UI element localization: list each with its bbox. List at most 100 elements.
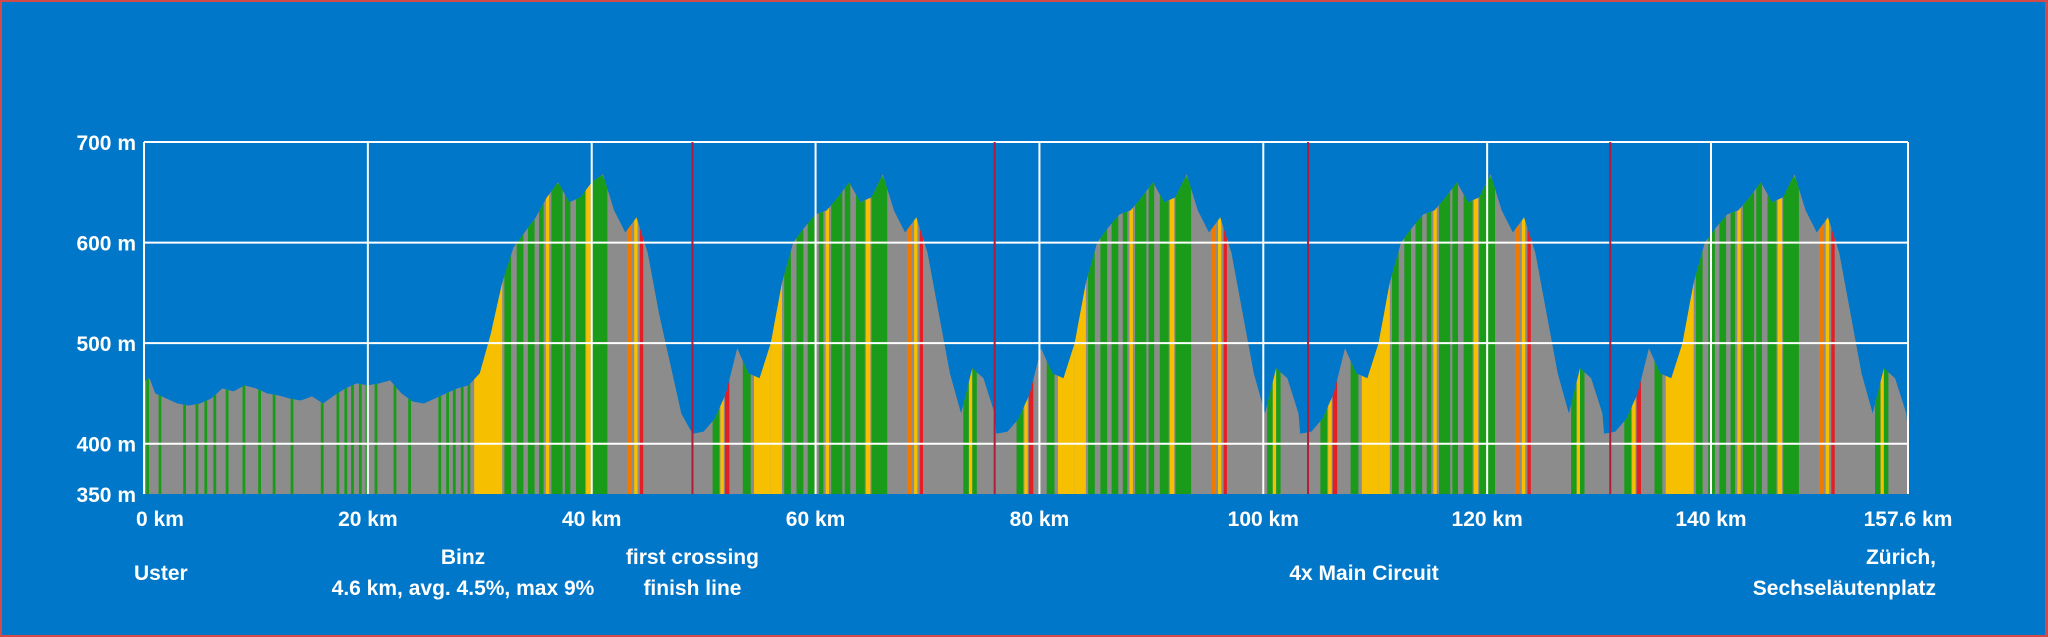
y-tick-label-500: 500 m <box>76 333 136 356</box>
lead-in-green-tick-11 <box>320 402 324 494</box>
y-tick-label-700: 700 m <box>76 132 136 155</box>
x-tick-label-0km: 0 km <box>136 508 184 531</box>
gradient-band-4-10 <box>1777 197 1783 495</box>
gradient-band-2-5 <box>1122 211 1128 494</box>
lead-in-green-tick-7 <box>242 385 246 494</box>
annotation-4-line-0: Zürich, <box>1866 546 1936 569</box>
gradient-band-2-11 <box>1175 175 1192 494</box>
lead-in-green-tick-19 <box>408 398 411 494</box>
gradient-band-2-13 <box>1218 217 1222 494</box>
lap-bump-red-0 <box>724 379 730 494</box>
gradient-band-1-6 <box>825 207 829 495</box>
lap-bump2-green-2 <box>1350 360 1359 494</box>
x-tick-label-60km: 60 km <box>786 508 846 531</box>
lap-tail-green-1 <box>1267 381 1273 494</box>
gradient-band-4-14 <box>1831 228 1835 494</box>
lead-in-green-tick-20 <box>438 395 442 494</box>
gradient-band-3-0 <box>1361 343 1379 494</box>
annotation-2-line-1: finish line <box>643 577 741 600</box>
gradient-band-4-1 <box>1682 282 1694 494</box>
lap-bump-red-2 <box>1332 379 1338 494</box>
gradient-band-1-13 <box>914 217 918 494</box>
gradient-band-2-0 <box>1057 343 1075 494</box>
gradient-band-2-8 <box>1148 182 1155 494</box>
gradient-band-2-14 <box>1223 228 1227 494</box>
lead-in-green-tick-6 <box>225 389 229 494</box>
gradient-band-2-2 <box>1088 250 1095 494</box>
gradient-band-4-13 <box>1825 217 1830 494</box>
gradient-band-3-13 <box>1521 217 1526 494</box>
x-tick-label-40km: 40 km <box>562 508 622 531</box>
gradient-band-3-8 <box>1452 182 1458 494</box>
annotation-1-line-0: Binz <box>441 546 485 569</box>
lap-tail-green2-3 <box>1883 368 1889 494</box>
x-tick-label-1576km: 157.6 km <box>1864 508 1953 531</box>
lap-bump2-green-0 <box>742 360 751 494</box>
lead-in-green-tick-0 <box>146 378 149 494</box>
annotation-1-line-1: 4.6 km, avg. 4.5%, max 9% <box>332 577 595 600</box>
gradient-band-3-10 <box>1473 197 1479 495</box>
lap-tail-green2-1 <box>1276 368 1281 494</box>
gradient-band-0-6 <box>545 194 550 495</box>
gradient-band-0-5 <box>539 203 544 495</box>
gradient-band-0-7 <box>551 183 563 494</box>
gradient-band-3-1 <box>1378 282 1390 494</box>
gradient-band-4-4 <box>1719 215 1727 494</box>
gradient-band-2-4 <box>1111 215 1119 494</box>
lap-bump-yellow-3 <box>1632 398 1636 494</box>
lap-tail-yellow-2 <box>1576 368 1580 494</box>
gradient-band-4-0 <box>1665 343 1683 494</box>
gradient-band-1-1 <box>770 282 782 494</box>
x-axis-tick-labels: 0 km 20 km 40 km 60 km 80 km 100 km 120 km 140 … <box>136 508 1952 531</box>
gradient-band-0-2 <box>504 254 512 494</box>
finish-line-markers <box>691 142 1612 494</box>
lap-tail-green-3 <box>1875 381 1881 494</box>
lead-in-green-tick-4 <box>204 400 208 494</box>
gradient-band-1-14 <box>919 228 923 494</box>
gradient-band-0-14 <box>639 228 644 494</box>
x-tick-label-20km: 20 km <box>338 508 398 531</box>
gradient-band-4-12 <box>1819 223 1824 494</box>
lead-in-green-tick-8 <box>258 389 261 494</box>
gradient-band-2-1 <box>1074 282 1086 494</box>
y-tick-label-600: 600 m <box>76 233 136 256</box>
lap-tail-green-0 <box>963 381 969 494</box>
y-tick-label-400: 400 m <box>76 434 136 457</box>
gradient-band-3-3 <box>1404 229 1411 494</box>
gradient-band-2-10 <box>1169 197 1175 495</box>
gradient-band-0-8 <box>564 194 571 495</box>
gradient-band-4-5 <box>1730 211 1736 494</box>
gradient-band-0-4 <box>527 218 535 494</box>
gradient-band-1-10 <box>865 197 871 495</box>
gradient-band-2-9 <box>1159 194 1169 495</box>
gradient-band-1-11 <box>871 175 888 494</box>
lap-tail-green2-0 <box>972 368 977 494</box>
gradient-band-0-10 <box>586 183 591 494</box>
annotation-0-line-0: Uster <box>134 562 188 585</box>
lap-tail-green2-2 <box>1580 368 1585 494</box>
lap-tail-yellow-0 <box>968 368 973 494</box>
gradient-band-3-5 <box>1426 211 1432 494</box>
gradient-band-4-9 <box>1767 194 1777 495</box>
gradient-band-4-2 <box>1695 250 1703 494</box>
lead-in-green-tick-14 <box>351 384 354 494</box>
gradient-band-2-12 <box>1211 223 1216 494</box>
lap-bump-red-3 <box>1636 379 1641 494</box>
gradient-band-3-9 <box>1463 194 1473 495</box>
gradient-band-0-0 <box>474 333 491 494</box>
lead-in-green-tick-24 <box>467 383 471 494</box>
lap-bump-green-3 <box>1624 408 1631 494</box>
lap-bump2-green-1 <box>1046 360 1055 494</box>
lap-bump2-green-3 <box>1654 360 1663 494</box>
lead-in-green-tick-3 <box>195 403 199 494</box>
gradient-band-3-12 <box>1515 223 1520 494</box>
lead-in-green-tick-13 <box>344 387 348 494</box>
gradient-band-1-5 <box>818 211 824 494</box>
lead-in-green-tick-18 <box>393 384 397 494</box>
x-tick-label-140km: 140 km <box>1675 508 1746 531</box>
gradient-band-1-2 <box>784 250 791 494</box>
lap-tail-green-2 <box>1571 381 1577 494</box>
gradient-band-1-0 <box>754 343 771 494</box>
